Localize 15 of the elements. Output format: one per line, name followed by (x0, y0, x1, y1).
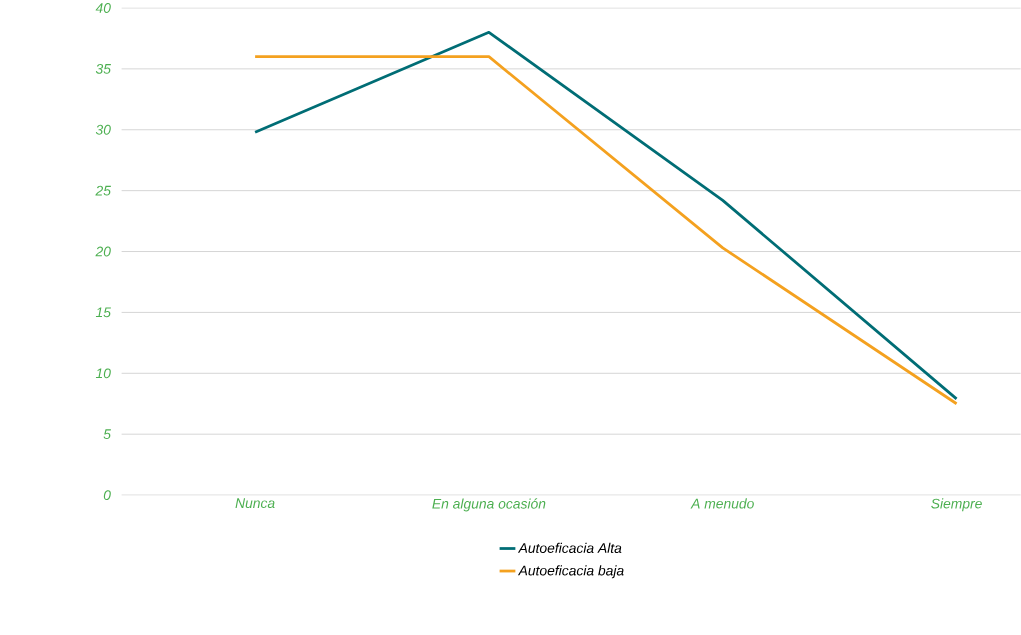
y-tick-label: 20 (95, 246, 111, 257)
x-tick-label: Nunca (235, 498, 275, 508)
y-tick-label: 5 (103, 429, 111, 439)
y-tick-label: 0 (103, 490, 111, 500)
y-tick-label: 40 (95, 3, 111, 13)
x-tick-label: Siempre (931, 498, 982, 512)
x-tick-label: En alguna ocasión (432, 498, 546, 512)
legend-label: Autoeficacia Alta (517, 542, 622, 553)
y-tick-label: 30 (95, 124, 111, 135)
y-tick-label: 10 (95, 368, 111, 379)
y-tick-label: 25 (95, 185, 111, 196)
y-tick-label: 15 (95, 307, 111, 318)
legend-label: Autoeficacia baja (517, 565, 624, 579)
x-tick-label: A menudo (690, 498, 754, 509)
y-tick-label: 35 (95, 63, 111, 74)
